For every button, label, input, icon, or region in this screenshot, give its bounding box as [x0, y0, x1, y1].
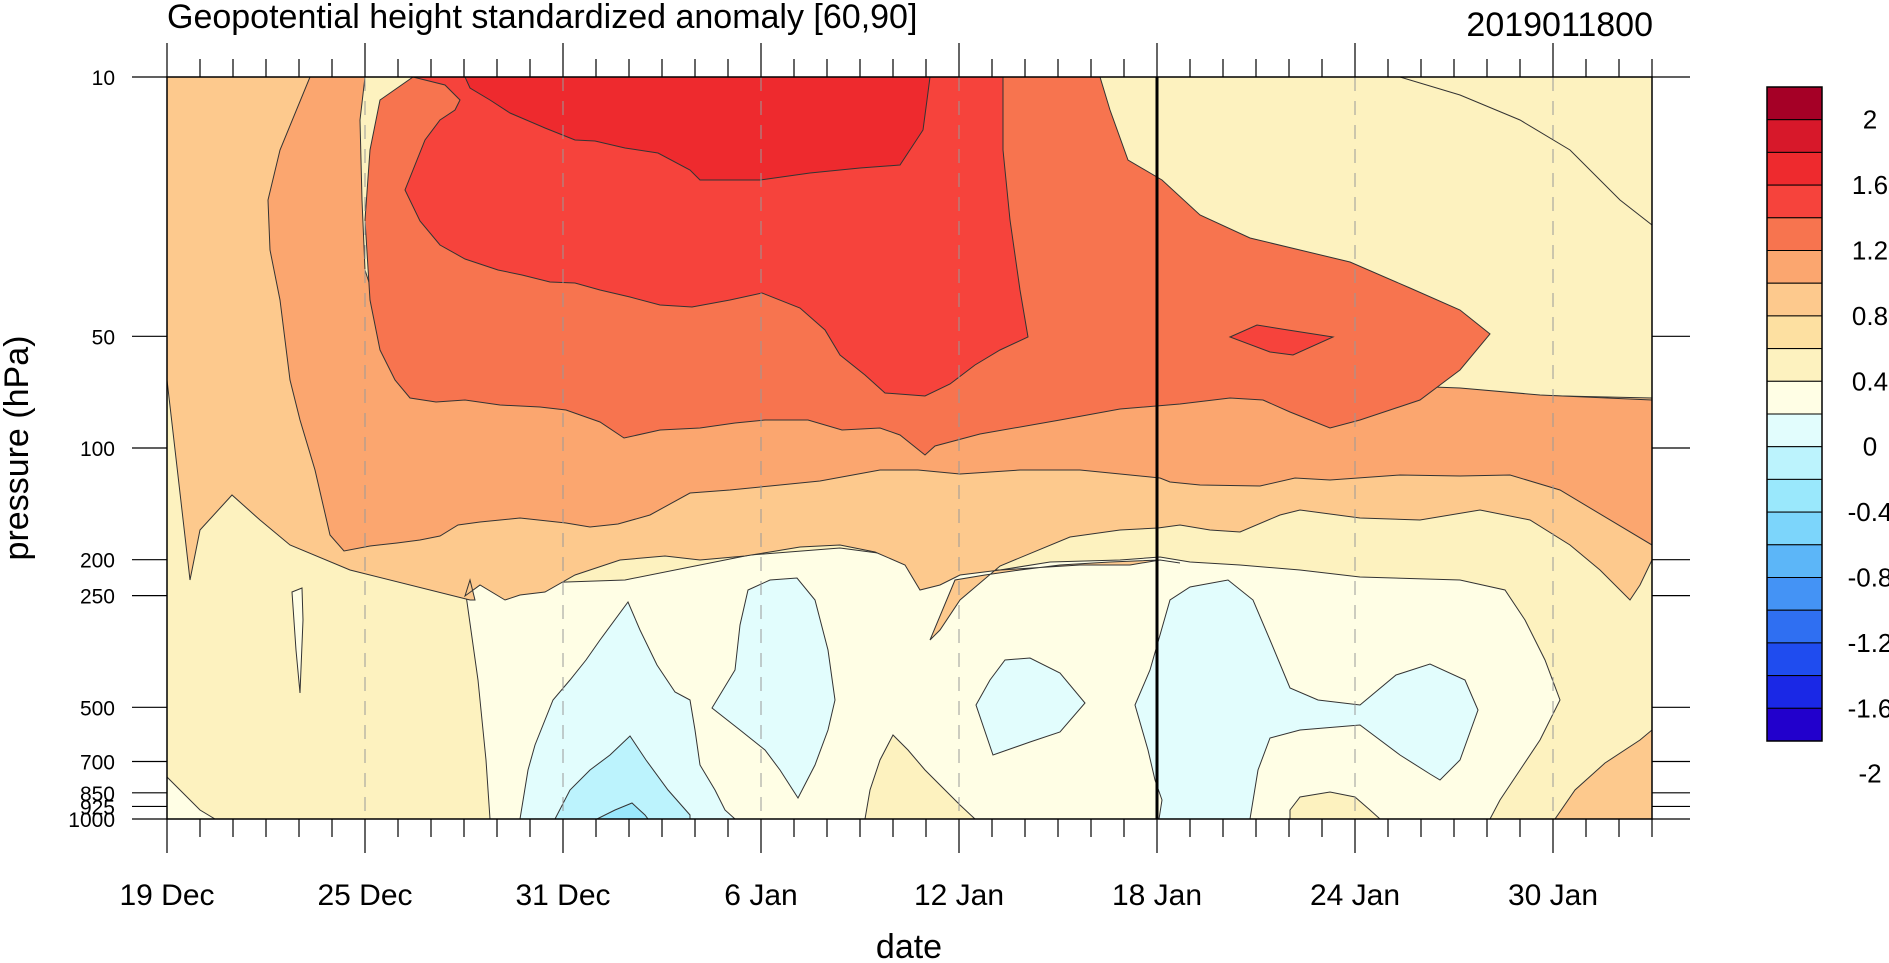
x-tick-label: 31 Dec — [515, 879, 610, 912]
y-tick-label: 50 — [92, 326, 115, 349]
y-tick-label: 250 — [80, 586, 115, 609]
colorbar-label: 0.4 — [1852, 366, 1888, 396]
anomaly-band-minus0.4-minus0.2 — [554, 735, 691, 819]
axes: 19 Dec 25 Dec 31 Dec 6 Jan 12 Jan 18 Jan 24 Ja… — [68, 43, 1690, 912]
colorbar-swatch — [1766, 577, 1823, 611]
x-tick-label: 18 Jan — [1112, 879, 1202, 912]
y-tick-label: 500 — [80, 697, 115, 720]
y-tick-label: 1000 — [68, 809, 115, 832]
colorbar-swatch — [1766, 348, 1823, 382]
colorbar-swatch — [1766, 478, 1823, 513]
timestamp-label: 2019011800 — [1466, 6, 1653, 44]
y-tick-label: 850 — [80, 783, 115, 806]
colorbar-swatch — [1766, 315, 1823, 350]
x-tick-label: 30 Jan — [1508, 879, 1598, 912]
colorbar-swatch — [1766, 544, 1823, 578]
colorbar-label: -2 — [1858, 759, 1881, 789]
colorbar-label: -0.8 — [1848, 563, 1889, 593]
anomaly-band-minus0.2-0-b — [711, 577, 836, 799]
y-tick-label: 200 — [80, 550, 115, 573]
colorbar-label: 0 — [1863, 432, 1877, 462]
colorbar-label: 0.8 — [1852, 301, 1888, 331]
colorbar-swatch — [1766, 151, 1823, 186]
y-tick-label: 100 — [80, 438, 115, 461]
colorbar-label: 1.6 — [1852, 170, 1888, 200]
contour-field — [167, 77, 1652, 819]
y-tick-label: 10 — [92, 67, 115, 90]
colorbar-label: -1.2 — [1848, 628, 1889, 658]
colorbar-swatch — [1766, 217, 1823, 252]
x-tick-label: 24 Jan — [1310, 879, 1400, 912]
colorbar-swatch — [1766, 446, 1823, 480]
x-tick-label: 6 Jan — [724, 879, 797, 912]
x-axis-label: date — [876, 928, 942, 963]
anomaly-band-1.4-1.6 — [464, 77, 931, 181]
anomaly-band-0.4-0.6-blob — [864, 734, 976, 819]
x-tick-label: 25 Dec — [317, 879, 412, 912]
colorbar-swatch — [1766, 119, 1823, 153]
colorbar-swatch — [1766, 413, 1823, 448]
x-tick-label: 12 Jan — [914, 879, 1004, 912]
colorbar-frame — [1766, 86, 1823, 742]
anomaly-band-0.6-0.8-corner — [1554, 729, 1652, 819]
anomaly-band-0.2-0.4-corner — [1399, 77, 1652, 226]
colorbar-swatch — [1766, 282, 1823, 317]
colorbar-label: 2 — [1863, 105, 1877, 135]
colorbar-swatch — [1766, 609, 1823, 644]
colorbar-label: -0.4 — [1848, 497, 1889, 527]
anomaly-band-minus0.2-0-a — [519, 601, 736, 819]
colorbar-label: -1.6 — [1848, 693, 1889, 723]
colorbar-swatch — [1766, 675, 1823, 709]
anomaly-band-minus0.2-0-c — [975, 657, 1086, 756]
colorbar-swatch — [1766, 184, 1823, 219]
colorbar: 2 1.6 1.2 0.8 0.4 0 -0.4 -0.8 -1.2 -1.6 -2 — [1766, 86, 1889, 789]
colorbar-swatch — [1766, 380, 1823, 415]
x-tick-label: 19 Dec — [119, 879, 214, 912]
y-tick-label: 925 — [80, 796, 115, 819]
colorbar-swatch — [1766, 642, 1823, 677]
anomaly-band-minus0.6-minus0.4 — [596, 802, 649, 819]
y-tick-label: 700 — [80, 752, 115, 775]
anomaly-band-minus0.2-0-d — [1134, 579, 1479, 819]
anomaly-band-0-0.2-sliver — [291, 587, 304, 694]
colorbar-swatch — [1766, 86, 1823, 121]
anomaly-band-0.4-0.6-blob2 — [1289, 791, 1381, 819]
colorbar-swatch — [1766, 511, 1823, 546]
colorbar-swatch — [1766, 250, 1823, 284]
anomaly-band-1.2-1.4-island — [1228, 324, 1335, 356]
colorbar-swatch — [1766, 707, 1823, 742]
y-axis-label: pressure (hPa) — [0, 336, 36, 561]
colorbar-label: 1.2 — [1852, 236, 1888, 266]
chart-title: Geopotential height standardized anomaly… — [167, 0, 917, 36]
grid-lines — [364, 77, 1554, 819]
